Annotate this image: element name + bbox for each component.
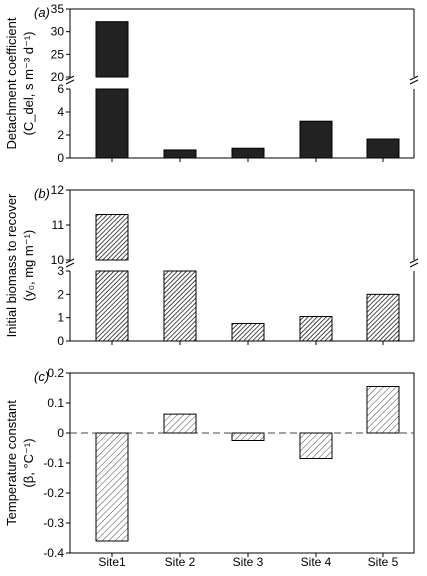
bar-site-4: [299, 120, 333, 159]
bar-site1-lower: [95, 88, 129, 159]
panel-label-c: (c): [34, 369, 49, 384]
y-tick-label: -0.4: [43, 546, 64, 560]
y-tick-label: 0: [57, 334, 64, 348]
y-tick-label: -0.3: [43, 516, 64, 530]
y-tick-label: 4: [57, 105, 64, 119]
axis-break-mark: [409, 258, 419, 264]
bar-site-2: [163, 149, 197, 159]
y-tick-label: 0: [57, 151, 64, 165]
y-tick-label: 1: [57, 311, 64, 325]
bar-site1-lower: [95, 270, 129, 342]
y-axis-label-line1: Detachment coefficient: [4, 17, 19, 149]
y-axis-label-line2: (C_del, s m⁻³ d⁻¹): [21, 31, 36, 135]
bar-site1: [95, 432, 129, 542]
x-tick-label: Site 4: [301, 555, 332, 569]
y-tick-label: 0: [57, 426, 64, 440]
y-tick-label: 6: [57, 82, 64, 96]
y-axis-label-line2: (y₀, mg m⁻¹): [21, 230, 36, 301]
y-axis-label-line1: Temperature constant: [4, 400, 19, 526]
bar-site1-upper: [95, 21, 129, 78]
y-tick-label: 25: [51, 47, 65, 61]
bar-site-3: [231, 323, 265, 342]
bar-site-4: [299, 432, 333, 459]
bar-site1-upper: [95, 214, 129, 261]
y-tick-label: 2: [57, 128, 64, 142]
axis-break-mark: [65, 262, 75, 268]
y-tick-label: 11: [52, 218, 65, 232]
bar-site-3: [231, 432, 265, 441]
y-axis-label-b: Initial biomass to recover (y₀, mg m⁻¹): [4, 193, 36, 337]
x-tick-label: Site 2: [165, 555, 196, 569]
y-tick-label: 20: [51, 70, 65, 84]
y-tick-label: 0.2: [47, 366, 64, 380]
y-tick-label: 12: [51, 183, 65, 197]
y-tick-label: -0.2: [43, 486, 64, 500]
y-axis-label-line2: (β, °C⁻¹): [21, 438, 36, 487]
bar-site-2: [163, 413, 197, 434]
bar-site-5: [366, 293, 400, 342]
bar-site-5: [366, 138, 400, 159]
y-tick-label: -0.1: [43, 456, 64, 470]
bar-site-5: [366, 386, 400, 434]
panel-label-a: (a): [34, 5, 50, 20]
bar-site-2: [163, 270, 197, 342]
axis-break-mark: [65, 258, 75, 264]
y-axis-label-c: Temperature constant (β, °C⁻¹): [4, 400, 36, 526]
y-tick-label: 0.1: [47, 396, 64, 410]
bar-site-4: [299, 316, 333, 342]
axis-break-mark: [65, 75, 75, 81]
axis-break-mark: [409, 75, 419, 81]
y-tick-label: 30: [51, 25, 65, 39]
bar-site-3: [231, 147, 265, 159]
axis-break-mark: [409, 262, 419, 268]
y-tick-label: 35: [51, 2, 65, 16]
panel-label-b: (b): [34, 186, 50, 201]
axis-break-mark: [65, 79, 75, 85]
y-tick-label: 2: [57, 287, 64, 301]
y-axis-label-line1: Initial biomass to recover: [4, 193, 19, 337]
x-tick-label: Site 3: [233, 555, 264, 569]
x-tick-label: Site1: [98, 555, 126, 569]
y-tick-label: 10: [51, 253, 65, 267]
y-tick-label: 3: [57, 264, 64, 278]
axis-break-mark: [409, 79, 419, 85]
x-tick-label: Site 5: [368, 555, 399, 569]
y-axis-label-a: Detachment coefficient (C_del, s m⁻³ d⁻¹): [4, 17, 36, 149]
